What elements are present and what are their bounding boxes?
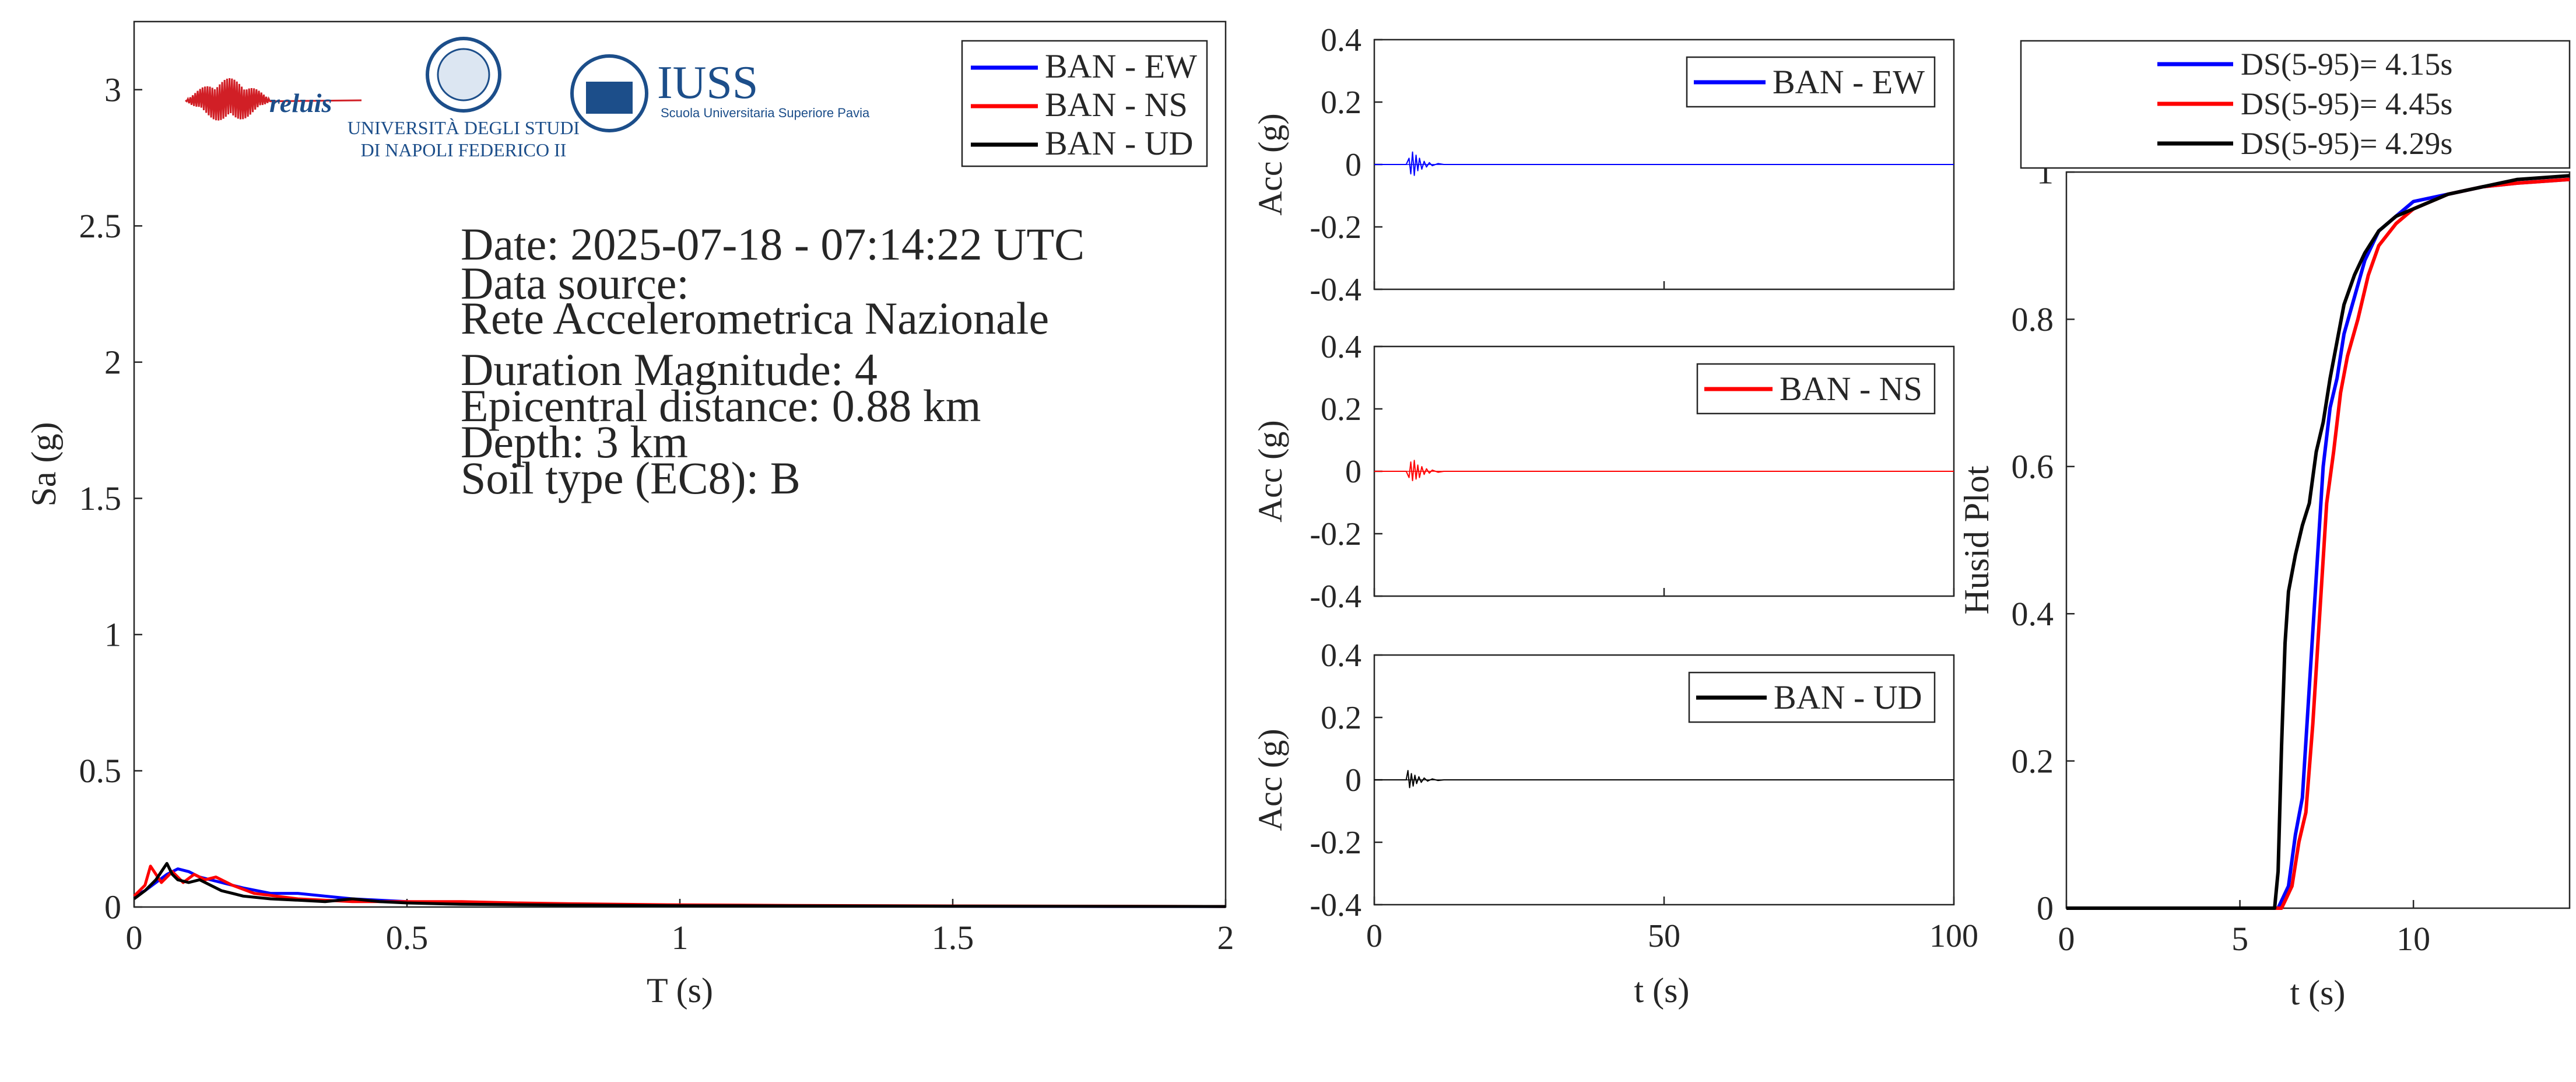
husid-series [2066, 174, 2570, 910]
acc_ns-series-line-ns [1374, 460, 1954, 481]
acc-ew-y-axis-label: Acc (g) [1251, 113, 1289, 216]
acc-ns-y-axis-label: Acc (g) [1251, 420, 1289, 523]
acc_ew-series-line-ew [1374, 151, 1954, 176]
husid-y-axis-label: Husid Plot [1957, 465, 1996, 614]
acc-ud-ticks: 0 50 100 -0.4 -0.2 0 0.2 0.4 [1310, 638, 1978, 954]
husid-y-tick-label: 0.6 [2012, 448, 2054, 486]
spectrum-y-tick-label: 2.5 [79, 207, 122, 245]
spectrum-legend-label-ew: BAN - EW [1045, 47, 1197, 85]
epicentral-distance: Epicentral distance: 0.88 km [461, 380, 981, 431]
spectrum-y-tick-label: 0.5 [79, 752, 122, 790]
spectrum-y-axis-label: Sa (g) [24, 422, 63, 507]
acc-ns-legend-label: BAN - NS [1780, 370, 1922, 408]
unina-logo-line1: UNIVERSITÀ DEGLI STUDI [348, 117, 580, 138]
spectrum-panel: 0 0.5 1 1.5 2 0 0.5 1 1.5 2 2.5 3 reluis UNIVERSITÀ… [24, 20, 1234, 1010]
unina-seal-inner-icon [437, 48, 490, 101]
unina-logo: UNIVERSITÀ DEGLI STUDI DI NAPOLI FEDERIC… [348, 37, 580, 160]
husid-series-line-ew [2066, 177, 2570, 910]
husid-y-tick-label: 0.8 [2012, 300, 2054, 338]
husid-legend-label-ew: DS(5-95)= 4.15s [2241, 47, 2452, 82]
acc-x-axis-label: t (s) [1634, 971, 1690, 1010]
husid-x-tick-label: 5 [2231, 920, 2248, 958]
spectrum-x-axis-label: T (s) [647, 971, 713, 1010]
husid-x-tick-label: 0 [2058, 920, 2075, 958]
spectrum-y-tick-label: 0 [104, 888, 121, 926]
duration-magnitude: Duration Magnitude: 4 [461, 344, 878, 395]
husid-legend-label-ns: DS(5-95)= 4.45s [2241, 86, 2452, 121]
reluis-logo: reluis [185, 78, 362, 121]
spectrum-plot-frame [133, 20, 1227, 908]
acc-ew-legend-label: BAN - EW [1773, 63, 1925, 101]
event-date: Date: 2025-07-18 - 07:14:22 UTC [461, 219, 1085, 269]
spectrum-series-line-ud [133, 862, 1226, 908]
acc_ud-y-tick-label: 0.2 [1321, 700, 1361, 736]
acc_ud-y-tick-label: -0.4 [1310, 887, 1361, 923]
acc_ud-x-tick-label: 50 [1648, 918, 1680, 954]
spectrum-y-tick-label: 3 [104, 71, 121, 108]
spectrum-legend-label-ns: BAN - NS [1045, 86, 1188, 124]
spectrum-series [133, 862, 1226, 908]
husid-series-line-ud [2066, 174, 2570, 910]
acc_ud-x-tick-label: 0 [1366, 918, 1382, 954]
husid-x-tick-label: 10 [2396, 920, 2430, 958]
spectrum-ticks: 0 0.5 1 1.5 2 0 0.5 1 1.5 2 2.5 3 [79, 71, 1234, 957]
acc_ew-y-tick-label: 0.2 [1321, 85, 1361, 121]
acc-ew-panel: -0.4 -0.2 0 0.2 0.4 BAN - EW Acc (g) [1251, 22, 1955, 308]
acc_ns-y-tick-label: -0.4 [1310, 579, 1361, 615]
spectrum-x-tick-label: 0 [126, 919, 143, 957]
acc_ud-y-tick-label: -0.2 [1310, 825, 1361, 861]
acc_ns-y-tick-label: 0.4 [1321, 329, 1361, 365]
acc_ud-y-tick-label: 0.4 [1321, 638, 1361, 674]
spectrum-legend-label-ud: BAN - UD [1045, 124, 1194, 162]
acc_ns-y-tick-label: 0.2 [1321, 391, 1361, 428]
husid-legend-box [2020, 40, 2571, 169]
iuss-logo-text: IUSS [657, 57, 758, 108]
spectrum-legend: BAN - EW BAN - NS BAN - UD [961, 40, 1208, 167]
acc_ew-y-tick-label: 0 [1345, 147, 1361, 183]
acc_ns-y-tick-label: -0.2 [1310, 516, 1361, 552]
data-source-label: Data source: [461, 258, 689, 309]
unina-logo-line2: DI NAPOLI FEDERICO II [361, 139, 567, 160]
spectrum-y-tick-label: 2 [104, 344, 121, 381]
reluis-logo-text: reluis [269, 88, 332, 118]
acc_ew-y-tick-label: 0.4 [1321, 22, 1361, 58]
acc-ud-legend-label: BAN - UD [1774, 678, 1922, 716]
spectrum-x-tick-label: 2 [1217, 919, 1234, 957]
acc_ns-y-tick-label: 0 [1345, 454, 1361, 490]
acc_ud-x-tick-label: 100 [1929, 918, 1978, 954]
event-depth: Depth: 3 km [461, 416, 688, 467]
acc-ew-series [1374, 151, 1954, 176]
husid-legend-label-ud: DS(5-95)= 4.29s [2241, 126, 2452, 161]
spectrum-x-tick-label: 0.5 [386, 919, 429, 957]
reluis-waveform-icon [185, 78, 362, 121]
acc_ew-y-tick-label: -0.4 [1310, 272, 1361, 308]
husid-y-tick-label: 0.2 [2012, 742, 2054, 780]
husid-y-tick-label: 0 [2037, 890, 2054, 927]
acc_ew-y-tick-label: -0.2 [1310, 209, 1361, 246]
acc-ns-ticks: -0.4 -0.2 0 0.2 0.4 [1310, 329, 1955, 615]
husid-x-axis-label: t (s) [2290, 974, 2346, 1012]
iuss-logo: IUSS Scuola Universitaria Superiore Pavi… [570, 54, 870, 132]
acc-ns-panel: -0.4 -0.2 0 0.2 0.4 BAN - NS Acc (g) [1251, 329, 1955, 615]
reluis-waveform-path [185, 78, 362, 121]
acc-ns-series [1374, 460, 1954, 481]
event-info: Date: 2025-07-18 - 07:14:22 UTC Data sou… [461, 219, 1085, 503]
acc-ew-ticks: -0.4 -0.2 0 0.2 0.4 [1310, 22, 1955, 308]
acc-ud-panel: 0 50 100 -0.4 -0.2 0 0.2 0.4 BAN - UD Acc (g) t… [1251, 638, 1978, 1010]
acc-ud-y-axis-label: Acc (g) [1251, 729, 1289, 831]
spectrum-x-tick-label: 1 [672, 919, 689, 957]
spectrum-y-tick-label: 1.5 [79, 479, 122, 517]
acc_ud-y-tick-label: 0 [1345, 762, 1361, 799]
iuss-logo-subtext: Scuola Universitaria Superiore Pavia [661, 106, 870, 120]
soil-type: Soil type (EC8): B [461, 453, 801, 503]
acc-ud-series [1374, 770, 1954, 789]
spectrum-y-tick-label: 1 [104, 616, 121, 654]
spectrum-x-tick-label: 1.5 [932, 919, 974, 957]
iuss-building-icon [586, 82, 633, 114]
data-source-name: Rete Accelerometrica Nazionale [461, 293, 1049, 344]
husid-y-tick-label: 0.4 [2012, 595, 2054, 633]
